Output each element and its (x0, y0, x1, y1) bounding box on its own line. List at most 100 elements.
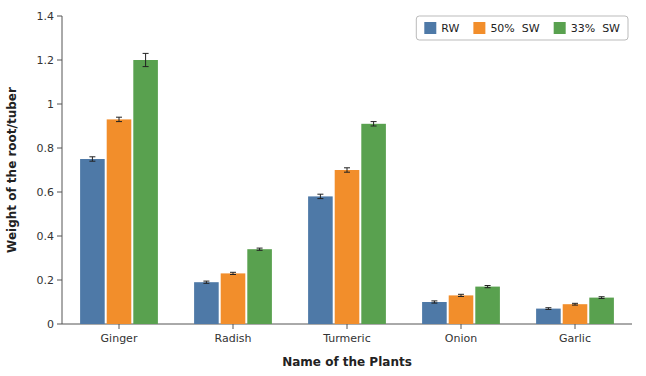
y-tick-label: 1.2 (37, 54, 55, 67)
error-bar-cap (203, 283, 209, 284)
legend-box (416, 16, 628, 40)
error-bar-cap (317, 198, 323, 199)
y-axis: 0 0.2 0.4 0.6 0.8 1 1.2 1.4 (37, 10, 63, 331)
x-tick (233, 324, 234, 329)
bar (221, 273, 246, 324)
x-tick (461, 324, 462, 329)
x-axis: Ginger Radish Turmeric Onion Garlic (62, 324, 632, 345)
y-tick (57, 280, 62, 281)
legend-label: RW (441, 22, 459, 35)
error-bar-stem (92, 157, 93, 161)
bar (536, 309, 561, 324)
chart: 0 0.2 0.4 0.6 0.8 1 1.2 1.4 Ginger Radish Turmeric… (0, 0, 646, 376)
bar (80, 159, 105, 324)
error-bar-cap (89, 156, 95, 157)
bar (475, 287, 500, 324)
y-axis-line (62, 16, 63, 324)
x-tick-label: Ginger (101, 332, 138, 345)
legend-swatch (554, 22, 566, 34)
error-bar-stem (145, 53, 146, 66)
error-bar-cap (317, 194, 323, 195)
error-bar-cap (545, 307, 551, 308)
bar (361, 124, 386, 324)
bar (194, 282, 219, 324)
error-bar-stem (119, 117, 120, 121)
y-axis-label: Weight of the root/tuber (5, 87, 19, 253)
plot-area (80, 53, 614, 324)
error-bar-cap (572, 305, 578, 306)
error-bar-cap (116, 121, 122, 122)
x-tick (575, 324, 576, 329)
y-tick-label: 1 (47, 98, 54, 111)
error-bar-cap (572, 303, 578, 304)
error-bar-cap (371, 121, 377, 122)
error-bar-cap (89, 161, 95, 162)
error-bar-stem (373, 122, 374, 126)
bar (133, 60, 158, 324)
error-bar-cap (230, 274, 236, 275)
x-tick-label: Radish (215, 332, 252, 345)
error-bar (458, 294, 464, 296)
error-bar-cap (431, 300, 437, 301)
error-bar (545, 308, 551, 310)
legend-label: 50% SW (490, 22, 539, 35)
legend: RW50% SW33% SW (416, 16, 628, 40)
bar (247, 249, 272, 324)
error-bar-cap (143, 53, 149, 54)
x-tick (119, 324, 120, 329)
error-bar (257, 248, 263, 250)
error-bar-cap (257, 250, 263, 251)
error-bar (431, 301, 437, 303)
bar (335, 170, 360, 324)
error-bar (317, 194, 323, 198)
error-bar (371, 122, 377, 126)
y-tick (57, 324, 62, 325)
x-tick-label: Onion (445, 332, 477, 345)
error-bar-cap (485, 285, 491, 286)
bar (449, 295, 474, 324)
error-bar-cap (599, 298, 605, 299)
bar (107, 119, 132, 324)
y-tick-label: 1.4 (37, 10, 55, 23)
series (133, 53, 614, 324)
bar (422, 302, 447, 324)
y-tick (57, 192, 62, 193)
error-bar-stem (347, 168, 348, 172)
y-tick-label: 0.8 (37, 142, 55, 155)
error-bar-cap (599, 296, 605, 297)
error-bar-cap (458, 296, 464, 297)
error-bar-cap (344, 172, 350, 173)
y-tick-label: 0 (47, 318, 54, 331)
x-tick-label: Garlic (559, 332, 591, 345)
x-axis-label: Name of the Plants (282, 355, 412, 369)
bar (308, 196, 333, 324)
error-bar-cap (371, 126, 377, 127)
legend-swatch (424, 22, 436, 34)
y-tick (57, 148, 62, 149)
error-bar-cap (545, 309, 551, 310)
error-bar-cap (431, 303, 437, 304)
error-bar (116, 117, 122, 121)
x-tick (347, 324, 348, 329)
y-tick (57, 104, 62, 105)
y-tick (57, 60, 62, 61)
error-bar-stem (320, 194, 321, 198)
bar (563, 304, 588, 324)
error-bar-cap (344, 167, 350, 168)
error-bar (143, 53, 149, 66)
error-bar (572, 303, 578, 305)
error-bar-cap (116, 117, 122, 118)
bar (589, 298, 614, 324)
error-bar-cap (458, 294, 464, 295)
error-bar-cap (485, 287, 491, 288)
x-tick-label: Turmeric (322, 332, 370, 345)
error-bar-cap (203, 281, 209, 282)
error-bar (89, 157, 95, 161)
error-bar-cap (257, 248, 263, 249)
error-bar (344, 168, 350, 172)
y-tick-label: 0.2 (37, 274, 55, 287)
error-bar (485, 286, 491, 288)
y-tick-label: 0.6 (37, 186, 55, 199)
y-tick-label: 0.4 (37, 230, 55, 243)
legend-swatch (473, 22, 485, 34)
